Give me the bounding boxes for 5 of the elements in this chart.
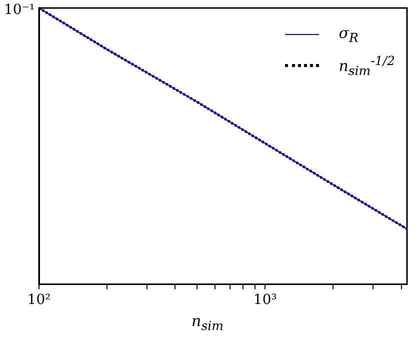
x-tick-label: 10³ xyxy=(253,292,277,308)
x-tick-label: 10² xyxy=(27,292,51,308)
x-axis-title: n$_{sim}$ xyxy=(190,312,224,333)
text: 10⁻¹ xyxy=(4,2,35,18)
legend-label: σ$_{R}$ xyxy=(338,24,358,45)
